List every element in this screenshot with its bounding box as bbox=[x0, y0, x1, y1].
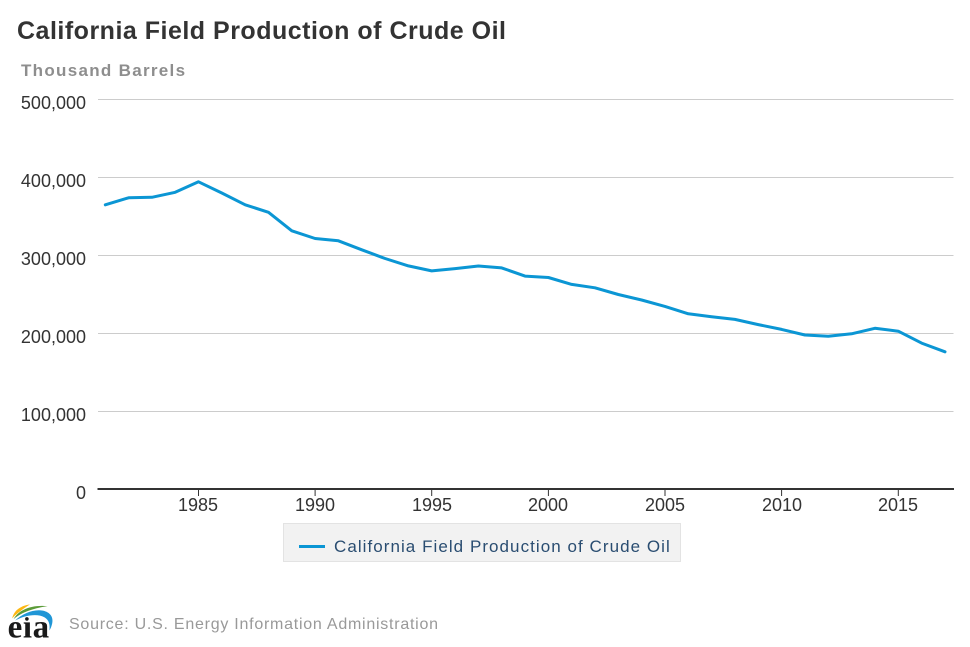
svg-text:eıa: eıa bbox=[8, 609, 50, 645]
